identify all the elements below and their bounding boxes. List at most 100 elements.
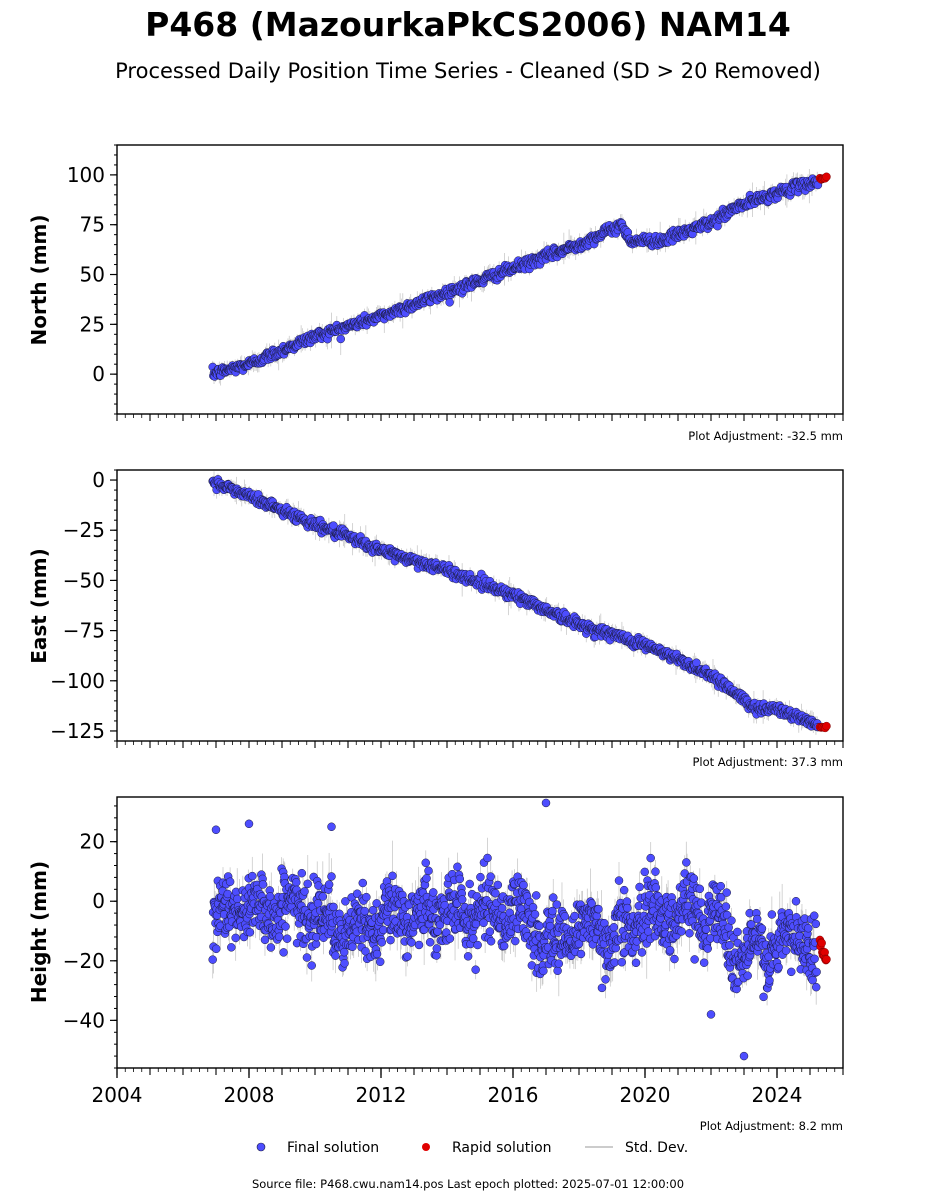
final-solution-point bbox=[327, 872, 336, 881]
final-solution-point bbox=[329, 902, 338, 912]
figure-title: P468 (MazourkaPkCS2006) NAM14 bbox=[145, 5, 791, 44]
final-solution-point bbox=[248, 871, 257, 881]
panel-0-final-solution bbox=[208, 174, 823, 381]
final-solution-point bbox=[303, 879, 312, 889]
final-solution-point bbox=[358, 878, 368, 888]
final-solution-point bbox=[422, 874, 431, 883]
y-tick-label: −125 bbox=[50, 719, 105, 743]
final-solution-point bbox=[414, 940, 424, 950]
panel-1-y-axis: 0 −25 −50 −75 −100 −125 bbox=[50, 468, 117, 743]
final-solution-point bbox=[530, 909, 540, 919]
final-solution-point bbox=[457, 895, 467, 904]
final-solution-point bbox=[375, 957, 385, 967]
final-solution-point bbox=[339, 947, 349, 957]
final-solution-point bbox=[535, 921, 544, 931]
final-solution-point bbox=[609, 923, 619, 932]
final-solution-point bbox=[497, 903, 507, 913]
y-tick-label: 75 bbox=[80, 213, 105, 237]
final-solution-point bbox=[539, 966, 548, 976]
y-tick-label: −75 bbox=[63, 619, 105, 643]
final-solution-point bbox=[469, 934, 478, 943]
final-solution-point bbox=[324, 880, 334, 889]
final-solution-point bbox=[258, 880, 268, 889]
final-solution-point bbox=[231, 933, 240, 943]
final-solution-point bbox=[473, 940, 482, 950]
final-solution-point bbox=[631, 958, 641, 968]
final-solution-point bbox=[225, 877, 235, 886]
final-solution-point bbox=[208, 955, 217, 964]
final-solution-point bbox=[233, 894, 242, 904]
final-solution-point bbox=[670, 954, 679, 964]
final-solution-point bbox=[329, 521, 338, 530]
final-solution-point bbox=[403, 952, 412, 961]
final-solution-point bbox=[471, 965, 480, 974]
final-solution-point bbox=[362, 892, 371, 902]
final-solution-point bbox=[465, 879, 474, 889]
y-tick-label: 100 bbox=[67, 163, 105, 187]
final-solution-point bbox=[421, 858, 430, 868]
final-solution-point bbox=[424, 866, 433, 876]
final-solution-point bbox=[617, 957, 627, 967]
final-solution-point bbox=[640, 867, 649, 877]
panel-0-y-label: North (mm) bbox=[27, 214, 51, 345]
y-tick-label: 0 bbox=[92, 468, 105, 492]
final-solution-point bbox=[435, 920, 445, 930]
panel-1-x-axis bbox=[116, 741, 844, 748]
y-tick-label: −25 bbox=[63, 518, 105, 542]
figure-subtitle: Processed Daily Position Time Series - C… bbox=[115, 59, 821, 83]
final-solution-point bbox=[307, 961, 316, 970]
final-solution-point bbox=[486, 872, 495, 881]
panel-1-plot-adjustment: Plot Adjustment: 37.3 mm bbox=[692, 755, 843, 769]
final-solution-point bbox=[463, 952, 473, 961]
final-solution-point bbox=[610, 958, 619, 967]
final-solution-point bbox=[485, 927, 495, 936]
y-tick-label: 25 bbox=[80, 312, 105, 336]
final-solution-point bbox=[227, 943, 236, 952]
final-solution-point bbox=[331, 951, 340, 960]
final-solution-point bbox=[486, 937, 496, 946]
panel-1-rapid-solution bbox=[815, 721, 831, 733]
y-tick-label: −100 bbox=[50, 669, 105, 693]
panels-group: 0 25 50 75 100 North (mm) Plot Adjustment: -32… bbox=[27, 144, 844, 1133]
panel-0-y-axis: 0 25 50 75 100 bbox=[67, 144, 117, 415]
final-solution-point bbox=[245, 928, 255, 937]
final-solution-point bbox=[499, 941, 509, 951]
final-solution-point bbox=[491, 888, 500, 898]
final-solution-point bbox=[318, 892, 328, 901]
final-solution-point bbox=[528, 902, 538, 912]
y-tick-label: 0 bbox=[92, 362, 105, 386]
final-solution-point bbox=[493, 880, 503, 890]
final-solution-point bbox=[313, 899, 323, 908]
final-solution-point bbox=[614, 876, 624, 885]
final-solution-point bbox=[483, 853, 492, 863]
rapid-solution-point bbox=[822, 721, 831, 731]
panel-0-std-dev bbox=[212, 169, 818, 386]
final-solution-point bbox=[266, 943, 276, 952]
final-solution-point bbox=[548, 906, 557, 916]
final-solution-point bbox=[348, 942, 357, 952]
final-solution-point bbox=[677, 927, 686, 936]
final-solution-point bbox=[352, 889, 362, 898]
final-solution-point bbox=[260, 935, 270, 945]
panel-2-final-solution bbox=[208, 798, 821, 1061]
final-solution-point bbox=[300, 887, 309, 896]
final-solution-point bbox=[587, 899, 596, 908]
panel-0-data bbox=[208, 169, 831, 386]
final-solution-point bbox=[510, 936, 520, 946]
final-solution-point bbox=[597, 983, 607, 993]
y-tick-label: −50 bbox=[63, 568, 105, 592]
final-solution-point bbox=[312, 932, 321, 942]
final-solution-point bbox=[531, 891, 541, 900]
final-solution-point bbox=[336, 334, 345, 344]
final-solution-point bbox=[445, 298, 454, 307]
panel-0: 0 25 50 75 100 North (mm) Plot Adjustment: -32… bbox=[27, 144, 844, 443]
final-solution-point bbox=[368, 905, 378, 915]
final-solution-point bbox=[646, 853, 655, 863]
panel-2-data bbox=[208, 798, 831, 1061]
panel-0-plot-adjustment: Plot Adjustment: -32.5 mm bbox=[688, 429, 843, 443]
final-solution-point bbox=[644, 927, 653, 936]
final-solution-point bbox=[372, 949, 382, 959]
